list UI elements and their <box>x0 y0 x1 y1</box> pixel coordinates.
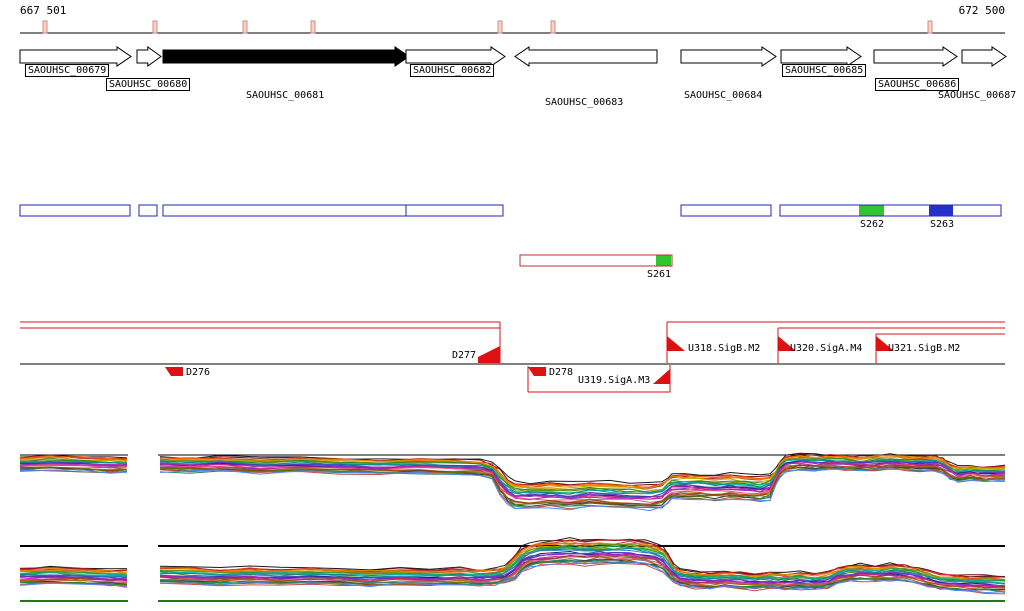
gene-label-saouhsc_00679: SAOUHSC_00679 <box>25 64 110 77</box>
transcript-box <box>519 254 673 267</box>
expression-profile-line <box>19 463 128 466</box>
expression-profile-line <box>159 466 1006 510</box>
expression-profile-line <box>19 469 128 474</box>
expression-profile-line <box>159 460 1006 498</box>
shift-flag-u320[interactable] <box>778 336 796 351</box>
segment-label-s262: S262 <box>860 219 885 230</box>
shift-label-d278: D278 <box>549 367 574 378</box>
gene-arrow-saouhsc_00684[interactable] <box>680 46 777 67</box>
expression-panel-reverse <box>19 537 1006 602</box>
gene-label-saouhsc_00681: SAOUHSC_00681 <box>246 90 325 101</box>
shift-track <box>20 321 1005 393</box>
transcript-box <box>779 204 1002 217</box>
expression-profile-line <box>19 568 128 574</box>
expression-profile-line <box>19 466 128 473</box>
expression-profile-line <box>159 557 1006 591</box>
gene-label-saouhsc_00682: SAOUHSC_00682 <box>410 64 495 77</box>
ruler-tick <box>310 20 316 34</box>
expression-profile-line <box>159 464 1006 503</box>
gene-arrow-saouhsc_00683[interactable] <box>514 46 658 67</box>
expression-panel-forward <box>19 452 1006 512</box>
segment-label-s261: S261 <box>647 269 672 280</box>
ruler-tick <box>927 20 933 34</box>
expression-profile-line <box>159 467 1006 507</box>
expression-profile-line <box>19 567 128 572</box>
expression-profile-line <box>19 461 128 465</box>
expression-profile-line <box>159 560 1006 594</box>
gene-label-saouhsc_00687: SAOUHSC_00687 <box>938 90 1017 101</box>
expression-profile-line <box>159 458 1006 494</box>
gene-label-saouhsc_00684: SAOUHSC_00684 <box>684 90 763 101</box>
gene-arrow-saouhsc_00686[interactable] <box>873 46 958 67</box>
expression-profile-line <box>159 461 1006 500</box>
expression-profile-line <box>159 546 1006 584</box>
transcript-box <box>680 204 772 217</box>
segment-label-s263: S263 <box>930 219 955 230</box>
expression-profile-line <box>159 537 1006 578</box>
ruler-tick <box>152 20 158 34</box>
expression-profile-line <box>159 552 1006 588</box>
expression-profile-line <box>19 581 128 586</box>
ruler-tick <box>497 20 503 34</box>
ruler-tick <box>550 20 556 34</box>
expression-profile-line <box>19 455 128 461</box>
shift-flag-u318[interactable] <box>667 336 685 351</box>
gene-label-saouhsc_00686: SAOUHSC_00686 <box>875 78 960 91</box>
gene-arrow-saouhsc_00680[interactable] <box>136 46 162 67</box>
shift-label-u321-sigb-m2: U321.SigB.M2 <box>888 343 961 354</box>
transcript-box <box>162 204 504 217</box>
shift-flag-d277[interactable] <box>478 346 500 363</box>
gene-arrow-saouhsc_00681[interactable] <box>162 46 410 67</box>
shift-flag-d278[interactable] <box>528 367 546 376</box>
gene-arrow-saouhsc_00685[interactable] <box>780 46 862 67</box>
gene-label-saouhsc_00685: SAOUHSC_00685 <box>782 64 867 77</box>
segments_row1-track <box>19 204 1002 217</box>
shift-flag-d276[interactable] <box>165 367 183 376</box>
ruler-tick <box>242 20 248 34</box>
gene-arrow-saouhsc_00682[interactable] <box>405 46 506 67</box>
shift-label-u320-siga-m4: U320.SigA.M4 <box>790 343 863 354</box>
shift-label-u319-siga-m3: U319.SigA.M3 <box>578 375 651 386</box>
expression-profile-line <box>159 540 1006 580</box>
expression-profile-line <box>159 549 1006 585</box>
expression-profile-line <box>19 577 128 582</box>
expression-profile-line <box>19 582 128 587</box>
ruler-tick <box>42 20 48 34</box>
ruler-start-coordinate: 667 501 <box>20 4 67 17</box>
segments_row2-track <box>519 254 673 267</box>
expression-profile-line <box>19 466 128 472</box>
segment-s263[interactable] <box>929 205 953 216</box>
gene-arrow-saouhsc_00679[interactable] <box>19 46 132 67</box>
expression-profile-line <box>159 559 1006 593</box>
gene-arrow-saouhsc_00687[interactable] <box>961 46 1007 67</box>
segment-s262[interactable] <box>859 205 884 216</box>
segment-s261[interactable] <box>656 255 671 266</box>
shift-flag-u321[interactable] <box>876 336 894 351</box>
shift-label-d276: D276 <box>186 367 211 378</box>
gene-label-saouhsc_00680: SAOUHSC_00680 <box>106 78 191 91</box>
gene-track <box>19 46 1007 67</box>
ruler-end-coordinate: 672 500 <box>958 4 1005 17</box>
expression-profile-line <box>159 455 1006 489</box>
expression-profile-line <box>160 539 1006 578</box>
gene-label-saouhsc_00683: SAOUHSC_00683 <box>545 97 624 108</box>
transcript-box <box>19 204 131 217</box>
shift-label-u318-sigb-m2: U318.SigB.M2 <box>688 343 761 354</box>
shift-label-d277: D277 <box>452 350 477 361</box>
transcript-box <box>138 204 158 217</box>
shift-flag-u319[interactable] <box>653 369 670 384</box>
expression-profile-line <box>19 572 128 577</box>
expression-profile-line <box>159 468 1006 512</box>
ruler-track <box>20 20 1005 34</box>
